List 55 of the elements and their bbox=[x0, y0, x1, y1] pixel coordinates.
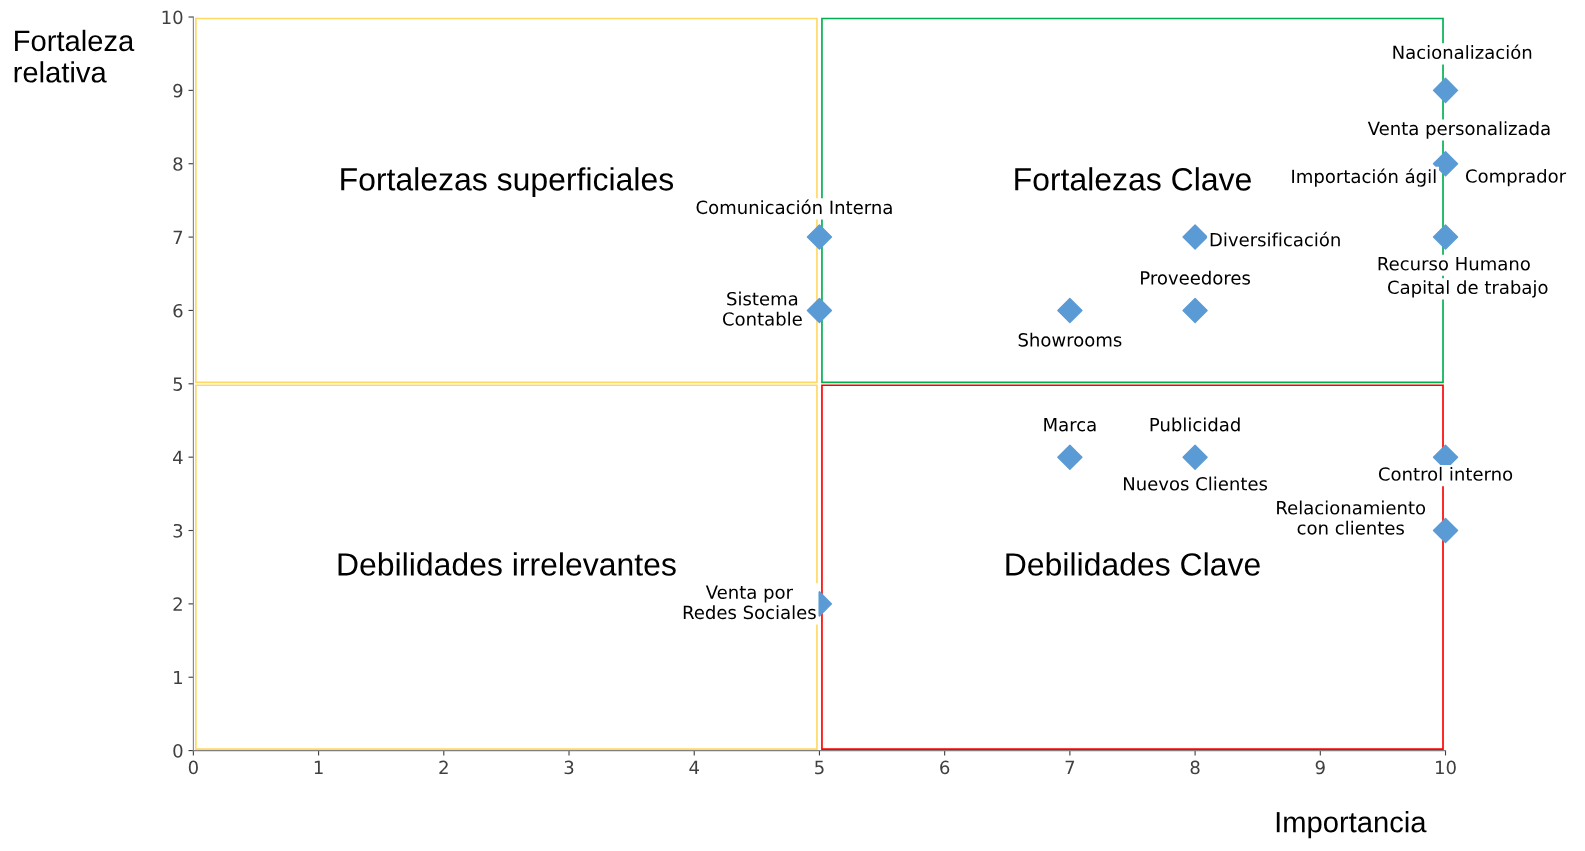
point bbox=[1432, 77, 1459, 104]
annotation: Recurso Humano bbox=[1378, 257, 1530, 271]
y-tick-label: 10 bbox=[162, 10, 183, 25]
annotation: Debilidades irrelevantes bbox=[338, 552, 676, 576]
point bbox=[806, 297, 833, 324]
annotation: Venta personalizada bbox=[1367, 121, 1550, 139]
annotation: Relacionamiento con clientes bbox=[1277, 500, 1426, 535]
annotation: Fortalezas Clave bbox=[1015, 167, 1251, 191]
x-tick-label: 5 bbox=[815, 760, 824, 775]
annotation: Showrooms bbox=[1018, 332, 1122, 347]
y-tick-label: 6 bbox=[173, 303, 183, 318]
y-tick-label: 9 bbox=[173, 83, 183, 98]
x-tick-label: 8 bbox=[1190, 760, 1200, 775]
annotation: Venta por Redes Sociales bbox=[683, 585, 816, 620]
annotation: Fortalezas superficiales bbox=[341, 167, 674, 197]
annotation: Nacionalización bbox=[1393, 44, 1532, 60]
x-tick-label: 1 bbox=[314, 760, 323, 775]
x-tick-label: 3 bbox=[564, 760, 574, 775]
point bbox=[1432, 224, 1459, 250]
x-tick-label: 2 bbox=[439, 760, 448, 775]
x-axis-title: Importancia bbox=[1276, 811, 1427, 839]
x-tick-label: 7 bbox=[1065, 760, 1075, 775]
annotation: Debilidades Clave bbox=[1006, 552, 1260, 576]
x-tick-label: 10 bbox=[1436, 760, 1456, 775]
annotation: Capital de trabajo bbox=[1388, 280, 1548, 298]
y-tick-label: 7 bbox=[173, 230, 183, 244]
point bbox=[1057, 297, 1083, 324]
x-tick-label: 0 bbox=[188, 760, 198, 775]
x-tick-label: 6 bbox=[940, 760, 950, 775]
annotation: Comprador bbox=[1465, 168, 1567, 187]
y-tick-label: 5 bbox=[173, 377, 183, 391]
point bbox=[1057, 444, 1083, 470]
y-tick-label: 3 bbox=[173, 523, 183, 538]
annotation: Control interno bbox=[1378, 466, 1513, 481]
annotation: Comunicación Interna bbox=[696, 199, 892, 215]
x-tick-label: 9 bbox=[1315, 760, 1325, 775]
annotation: Nuevos Clientes bbox=[1124, 476, 1268, 491]
y-tick-label: 2 bbox=[173, 597, 182, 611]
annotation: Importación ágil bbox=[1292, 168, 1436, 187]
annotation: Sistema Contable bbox=[722, 291, 802, 326]
y-tick-label: 0 bbox=[173, 744, 183, 758]
point bbox=[1432, 517, 1459, 544]
point bbox=[1182, 444, 1208, 470]
point bbox=[806, 224, 833, 250]
annotation: Proveedores bbox=[1141, 270, 1250, 285]
y-axis-title: Fortaleza relativa bbox=[14, 29, 135, 83]
y-tick-label: 8 bbox=[173, 157, 183, 171]
point bbox=[1182, 297, 1208, 324]
annotation: Diversificación bbox=[1210, 231, 1340, 247]
annotation: Publicidad bbox=[1150, 417, 1240, 432]
point bbox=[1182, 224, 1208, 250]
y-tick-label: 1 bbox=[174, 670, 182, 685]
x-tick-label: 4 bbox=[689, 760, 699, 775]
y-tick-label: 4 bbox=[173, 450, 183, 465]
annotation: Marca bbox=[1044, 418, 1096, 432]
